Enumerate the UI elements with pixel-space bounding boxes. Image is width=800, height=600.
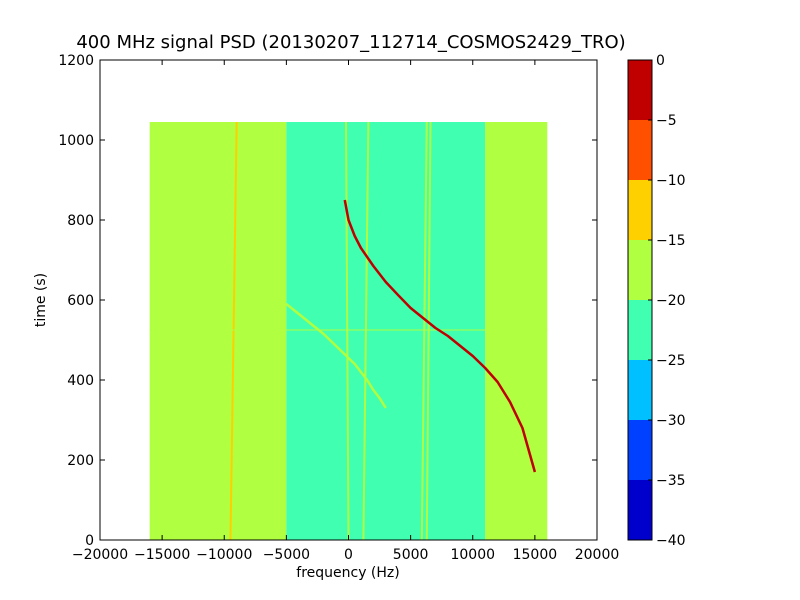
colorbar-segment bbox=[628, 420, 652, 480]
y-axis: 0 200 400 600 800 1000 1200 bbox=[58, 53, 597, 549]
x-tick-label: −15000 bbox=[134, 547, 190, 563]
psd-band bbox=[485, 122, 548, 540]
x-tick-label: 15000 bbox=[513, 547, 558, 563]
colorbar-segment bbox=[628, 360, 652, 420]
spectral-line bbox=[425, 121, 432, 541]
colorbar-tick-label: −30 bbox=[656, 413, 686, 429]
y-tick-label: 200 bbox=[67, 453, 94, 469]
doppler-trace bbox=[285, 303, 387, 409]
colorbar-segment bbox=[628, 180, 652, 240]
psd-band bbox=[149, 122, 287, 540]
x-tick-label: 20000 bbox=[575, 547, 620, 563]
colorbar-tick-label: 0 bbox=[656, 53, 665, 69]
colorbar-segment bbox=[628, 300, 652, 360]
colorbar-tick-label: −35 bbox=[656, 473, 686, 489]
colorbar-tick-label: −15 bbox=[656, 233, 686, 249]
x-tick-label: −20000 bbox=[72, 547, 128, 563]
psd-band bbox=[286, 122, 486, 540]
colorbar: −40 −35 −30 −25 −20 −15 −10 −5 0 bbox=[627, 53, 686, 549]
x-tick-label: −5000 bbox=[263, 547, 310, 563]
colorbar-tick-label: −40 bbox=[656, 533, 686, 549]
colorbar-tick-label: −20 bbox=[656, 293, 686, 309]
y-tick-label: 1200 bbox=[58, 53, 94, 69]
y-axis-label: time (s) bbox=[33, 273, 49, 327]
spectral-line bbox=[345, 121, 350, 541]
spectral-line bbox=[420, 121, 428, 541]
colorbar-segment bbox=[628, 240, 652, 300]
spectral-line bbox=[229, 121, 238, 541]
spectral-line bbox=[239, 121, 246, 541]
x-axis: −20000 −15000 −10000 −5000 0 5000 10000 15000 20… bbox=[72, 60, 619, 563]
colorbar-tick-label: −5 bbox=[656, 113, 677, 129]
plot-area bbox=[99, 59, 598, 541]
x-tick-label: 0 bbox=[344, 547, 353, 563]
colorbar-tick-label: −25 bbox=[656, 353, 686, 369]
colorbar-segment bbox=[628, 480, 652, 540]
x-axis-label: frequency (Hz) bbox=[296, 565, 399, 581]
x-tick-label: −10000 bbox=[196, 547, 252, 563]
colorbar-segment bbox=[628, 60, 652, 120]
y-tick-label: 400 bbox=[67, 373, 94, 389]
colorbar-segment bbox=[628, 120, 652, 180]
x-tick-label: 10000 bbox=[450, 547, 495, 563]
spectral-line bbox=[362, 121, 370, 541]
y-tick-label: 600 bbox=[67, 293, 94, 309]
colorbar-tick-label: −10 bbox=[656, 173, 686, 189]
y-tick-label: 1000 bbox=[58, 133, 94, 149]
x-tick-label: 5000 bbox=[393, 547, 429, 563]
chart-title: 400 MHz signal PSD (20130207_112714_COSM… bbox=[76, 32, 625, 53]
doppler-trace bbox=[343, 199, 537, 473]
y-tick-label: 0 bbox=[85, 533, 94, 549]
y-tick-label: 800 bbox=[67, 213, 94, 229]
